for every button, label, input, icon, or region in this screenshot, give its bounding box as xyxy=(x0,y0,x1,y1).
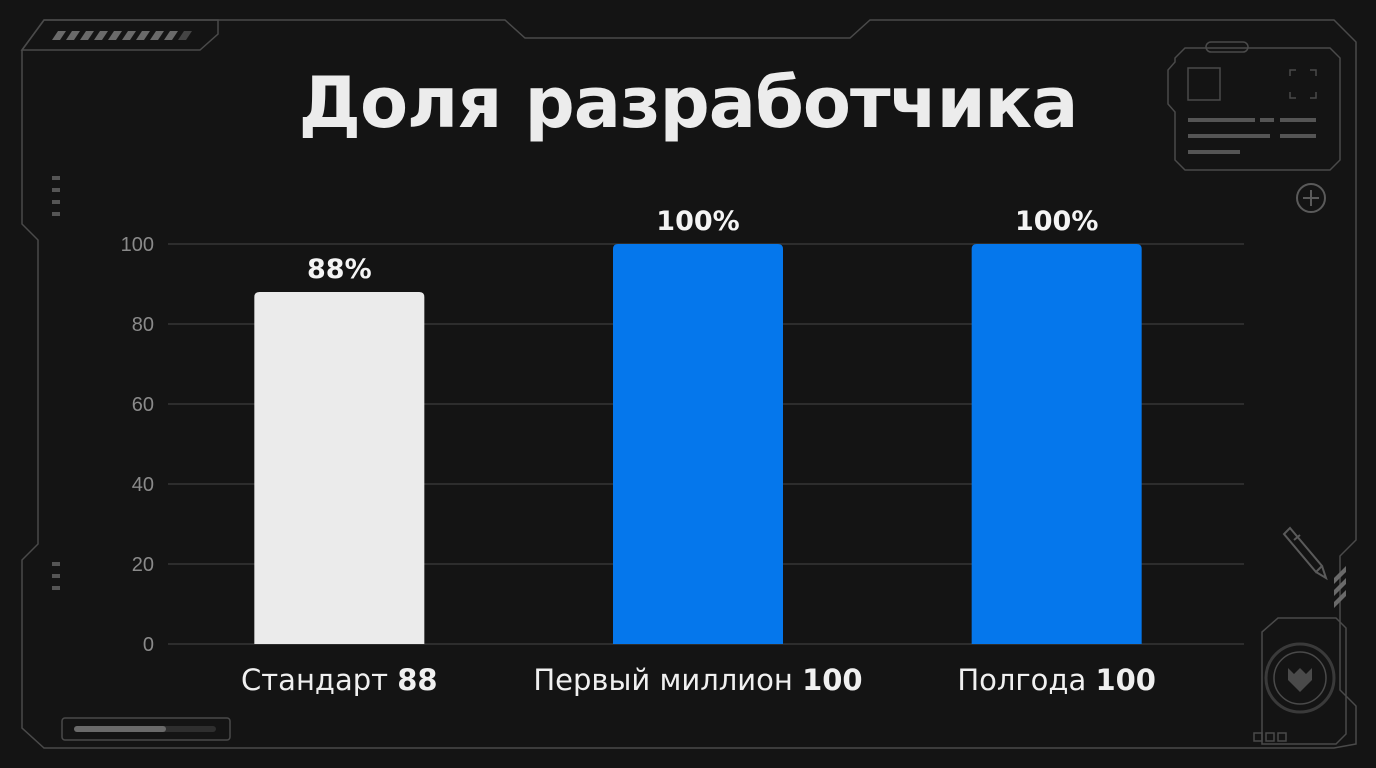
y-tick-label: 60 xyxy=(132,394,154,416)
category-label: Полгода 100 xyxy=(957,663,1156,697)
y-tick-label: 100 xyxy=(121,234,154,256)
y-axis-ticks: 0 20 40 60 80 100 xyxy=(121,234,154,656)
category-label: Стандарт 88 xyxy=(241,663,438,697)
category-label: Первый миллион 100 xyxy=(533,663,862,697)
category-name: Стандарт xyxy=(241,663,397,697)
bar xyxy=(613,244,783,644)
data-label: 88% xyxy=(307,254,372,285)
y-tick-label: 40 xyxy=(132,474,154,496)
page-title: Доля разработчика xyxy=(298,62,1079,144)
category-name: Полгода xyxy=(957,663,1095,697)
plus-circle-icon xyxy=(1296,183,1326,213)
right-side-hatch xyxy=(1334,566,1346,608)
category-name: Первый миллион xyxy=(533,663,802,697)
y-tick-label: 0 xyxy=(143,634,154,656)
data-label: 100% xyxy=(656,206,739,237)
category-value: 88 xyxy=(397,663,437,697)
data-label: 100% xyxy=(1015,206,1098,237)
y-tick-label: 20 xyxy=(132,554,154,576)
category-value: 100 xyxy=(802,663,863,697)
fox-emblem-icon xyxy=(1253,617,1347,745)
y-tick-label: 80 xyxy=(132,314,154,336)
category-labels: Стандарт 88 Первый миллион 100 Полгода 100 xyxy=(241,663,1156,697)
bars xyxy=(254,244,1142,644)
left-side-ticks xyxy=(52,176,60,590)
pencil-icon xyxy=(1282,526,1328,581)
frame-outline xyxy=(21,19,1357,749)
panel-widget-icon xyxy=(1167,41,1341,171)
category-value: 100 xyxy=(1095,663,1156,697)
hatch-stripes-icon xyxy=(52,31,192,40)
bar xyxy=(254,292,425,644)
progress-bar-icon xyxy=(61,717,231,741)
value-labels: 88% 100% 100% xyxy=(307,206,1098,285)
bar xyxy=(971,244,1142,644)
top-left-tab xyxy=(20,19,219,51)
